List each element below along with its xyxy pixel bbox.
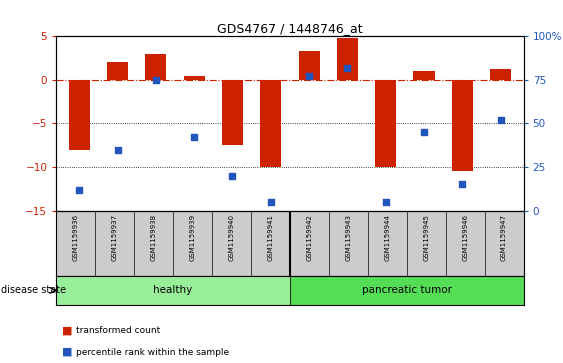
Bar (337, 38, 358, 80)
Bar (107, 62, 128, 80)
Title: GDS4767 / 1448746_at: GDS4767 / 1448746_at (217, 22, 363, 35)
Point (190, 134, 199, 140)
Point (458, 182, 467, 187)
Text: GSM1159947: GSM1159947 (501, 214, 507, 261)
Point (151, 77, 160, 83)
Text: GSM1159937: GSM1159937 (111, 214, 118, 261)
Text: GSM1159944: GSM1159944 (385, 214, 390, 261)
Text: ■: ■ (62, 325, 73, 335)
Text: GSM1159945: GSM1159945 (423, 214, 429, 261)
Bar (375, 80, 396, 167)
Text: pancreatic tumor: pancreatic tumor (362, 285, 452, 295)
Text: healthy: healthy (154, 285, 193, 295)
Point (113, 147, 122, 152)
Point (305, 73, 314, 79)
Text: GSM1159936: GSM1159936 (73, 214, 79, 261)
Bar (69, 80, 90, 150)
Bar (184, 76, 205, 80)
Point (381, 199, 390, 205)
Point (266, 199, 275, 205)
Bar (56, 276, 290, 305)
Text: transformed count: transformed count (76, 326, 160, 335)
Bar (260, 80, 282, 167)
Bar (490, 69, 511, 80)
Text: GSM1159941: GSM1159941 (267, 214, 274, 261)
Text: GSM1159943: GSM1159943 (345, 214, 351, 261)
Bar (222, 80, 243, 145)
Text: ■: ■ (62, 347, 73, 357)
Point (228, 173, 237, 179)
Point (343, 65, 352, 70)
Text: percentile rank within the sample: percentile rank within the sample (76, 348, 229, 356)
Text: GSM1159946: GSM1159946 (462, 214, 468, 261)
Text: disease state: disease state (1, 285, 66, 295)
Point (496, 117, 505, 123)
Text: GSM1159942: GSM1159942 (306, 214, 312, 261)
Text: GSM1159940: GSM1159940 (229, 214, 235, 261)
Bar (145, 54, 167, 80)
Point (75, 187, 84, 192)
Bar (452, 80, 473, 171)
Bar (290, 276, 524, 305)
Text: GSM1159938: GSM1159938 (151, 214, 157, 261)
Text: GSM1159939: GSM1159939 (190, 214, 195, 261)
Bar (413, 71, 435, 80)
Point (419, 129, 428, 135)
Bar (298, 51, 320, 80)
